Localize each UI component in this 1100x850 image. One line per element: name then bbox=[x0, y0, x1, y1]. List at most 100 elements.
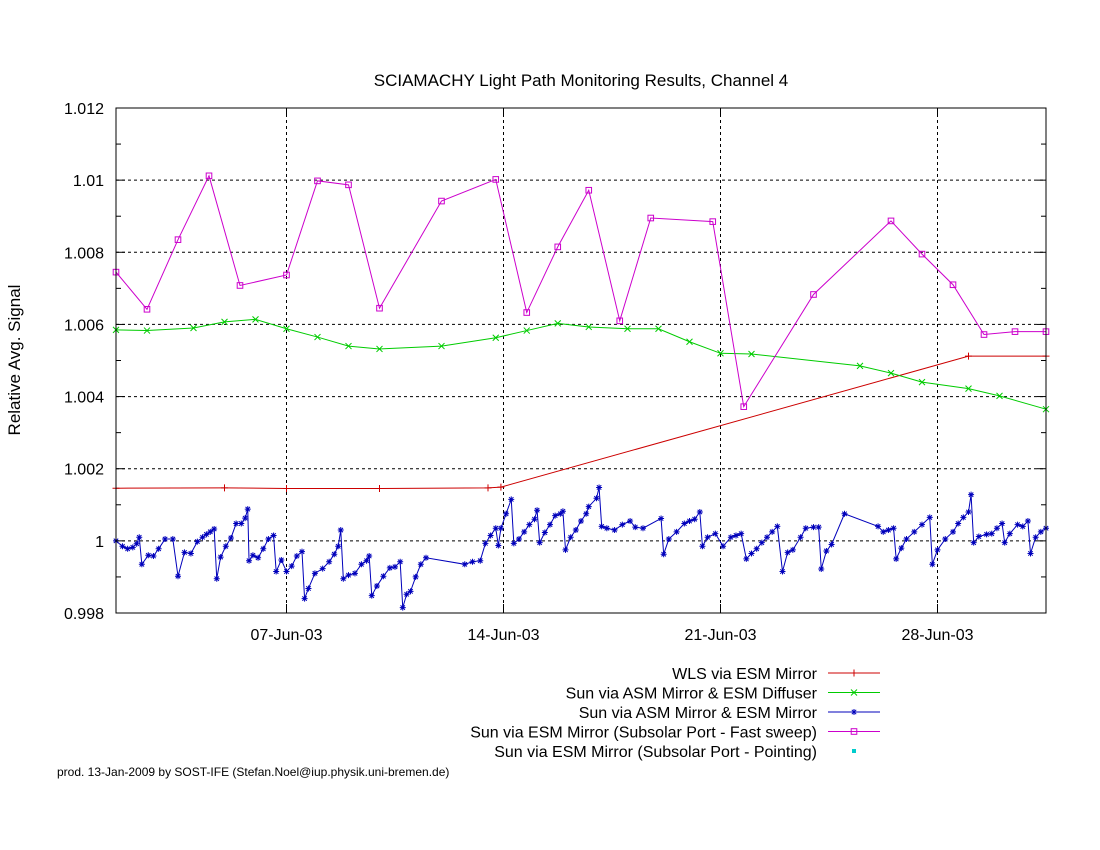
legend-label: WLS via ESM Mirror bbox=[672, 666, 818, 683]
data-point bbox=[567, 534, 574, 541]
data-point bbox=[133, 540, 140, 547]
data-point bbox=[376, 304, 383, 312]
data-point bbox=[417, 561, 424, 568]
series-line bbox=[115, 487, 1047, 608]
data-point bbox=[655, 325, 662, 333]
data-point bbox=[162, 536, 169, 543]
series-line bbox=[115, 318, 1047, 410]
data-point bbox=[1011, 328, 1019, 335]
data-point bbox=[562, 546, 569, 553]
data-point bbox=[983, 531, 990, 538]
data-point bbox=[288, 563, 295, 570]
data-point bbox=[965, 385, 972, 392]
legend: WLS via ESM Mirror Sun via ASM Mirror & E… bbox=[470, 666, 880, 761]
data-point bbox=[497, 483, 505, 491]
y-tick-label: 1 bbox=[95, 534, 104, 551]
data-point bbox=[733, 532, 739, 539]
data-point bbox=[1019, 523, 1026, 530]
data-point bbox=[207, 528, 214, 535]
y-tick-label: 0.998 bbox=[64, 606, 104, 623]
data-point bbox=[397, 558, 404, 565]
data-point bbox=[784, 549, 791, 556]
data-point bbox=[194, 538, 201, 545]
data-point bbox=[696, 509, 703, 515]
data-point bbox=[598, 523, 605, 530]
x-tick-label: 14-Jun-03 bbox=[467, 627, 539, 644]
data-point bbox=[283, 271, 290, 279]
x-tick-label: 21-Jun-03 bbox=[684, 627, 756, 644]
data-point bbox=[155, 545, 162, 552]
data-point bbox=[665, 536, 672, 543]
data-point bbox=[975, 533, 982, 540]
data-point bbox=[911, 528, 918, 535]
data-point bbox=[789, 546, 796, 553]
legend-marker bbox=[850, 728, 858, 735]
data-point bbox=[949, 281, 957, 289]
data-point bbox=[880, 528, 887, 535]
data-point bbox=[1014, 521, 1021, 528]
data-point bbox=[779, 568, 786, 575]
data-point bbox=[265, 536, 272, 543]
data-point bbox=[740, 403, 748, 410]
data-point bbox=[841, 510, 848, 517]
data-point bbox=[386, 564, 393, 571]
data-point bbox=[477, 557, 484, 564]
data-point bbox=[407, 588, 414, 595]
legend-marker bbox=[852, 749, 856, 753]
data-point bbox=[926, 514, 933, 521]
data-point bbox=[326, 558, 333, 565]
data-point bbox=[181, 549, 188, 556]
data-point bbox=[217, 554, 224, 561]
data-point bbox=[340, 575, 347, 582]
y-tick-label: 1.006 bbox=[64, 317, 104, 334]
data-point bbox=[547, 521, 553, 528]
data-point bbox=[492, 176, 500, 183]
data-point bbox=[965, 509, 972, 515]
data-point bbox=[627, 518, 634, 525]
data-point bbox=[704, 534, 711, 541]
data-point bbox=[363, 557, 370, 564]
data-point bbox=[145, 552, 152, 559]
data-point bbox=[238, 520, 245, 527]
data-point bbox=[1027, 550, 1034, 557]
data-point bbox=[373, 582, 380, 589]
data-point bbox=[392, 563, 398, 570]
series-line bbox=[115, 355, 1046, 490]
legend-marker bbox=[851, 709, 857, 715]
x-tick-label: 07-Jun-03 bbox=[250, 627, 322, 644]
data-point bbox=[129, 544, 136, 551]
data-point bbox=[823, 547, 830, 554]
data-point bbox=[815, 524, 822, 531]
data-point bbox=[686, 518, 693, 525]
data-point bbox=[918, 250, 926, 258]
data-point bbox=[211, 525, 218, 532]
data-point bbox=[557, 510, 564, 517]
data-point bbox=[1037, 528, 1044, 535]
data-point bbox=[199, 534, 206, 541]
data-point bbox=[236, 282, 244, 289]
data-point bbox=[960, 514, 967, 521]
data-point bbox=[999, 520, 1006, 527]
data-point bbox=[335, 543, 342, 550]
data-point bbox=[942, 536, 949, 543]
data-point bbox=[658, 515, 665, 522]
data-point bbox=[244, 506, 251, 513]
data-point bbox=[469, 558, 476, 565]
data-point bbox=[616, 317, 624, 325]
data-point bbox=[175, 573, 181, 580]
data-point bbox=[619, 521, 626, 528]
data-point bbox=[492, 525, 499, 532]
data-point bbox=[358, 561, 365, 568]
data-point bbox=[554, 243, 562, 251]
data-point bbox=[955, 520, 962, 527]
data-point bbox=[482, 540, 489, 547]
legend-marker bbox=[850, 669, 858, 677]
chart-title: SCIAMACHY Light Path Monitoring Results,… bbox=[374, 71, 789, 90]
data-point bbox=[249, 552, 256, 559]
y-axis-label: Relative Avg. Signal bbox=[5, 285, 24, 436]
data-point bbox=[503, 510, 510, 517]
data-point bbox=[893, 555, 900, 562]
data-point bbox=[423, 554, 429, 561]
series-layer bbox=[112, 172, 1050, 611]
data-point bbox=[305, 585, 312, 592]
